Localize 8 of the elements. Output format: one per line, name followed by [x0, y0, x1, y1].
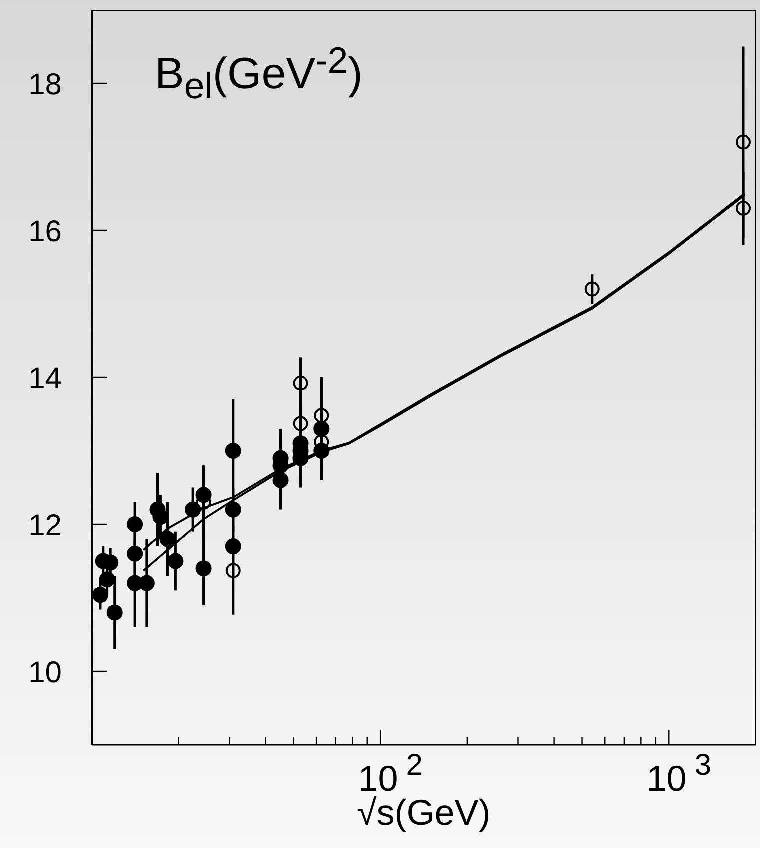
y-tick-label: 16 — [28, 216, 62, 248]
y-tick-label: 10 — [28, 656, 62, 690]
y-axis-title: B$_{el}$(GeV$^{-2}$) — [155, 40, 363, 108]
x-tick-label: 10$^{3}$ — [646, 748, 712, 799]
x-axis-title: √s(GeV) — [357, 792, 491, 834]
y-tick-label: 12 — [28, 510, 62, 542]
y-tick-label: 18 — [28, 68, 62, 102]
y-tick-label: 14 — [28, 362, 62, 396]
